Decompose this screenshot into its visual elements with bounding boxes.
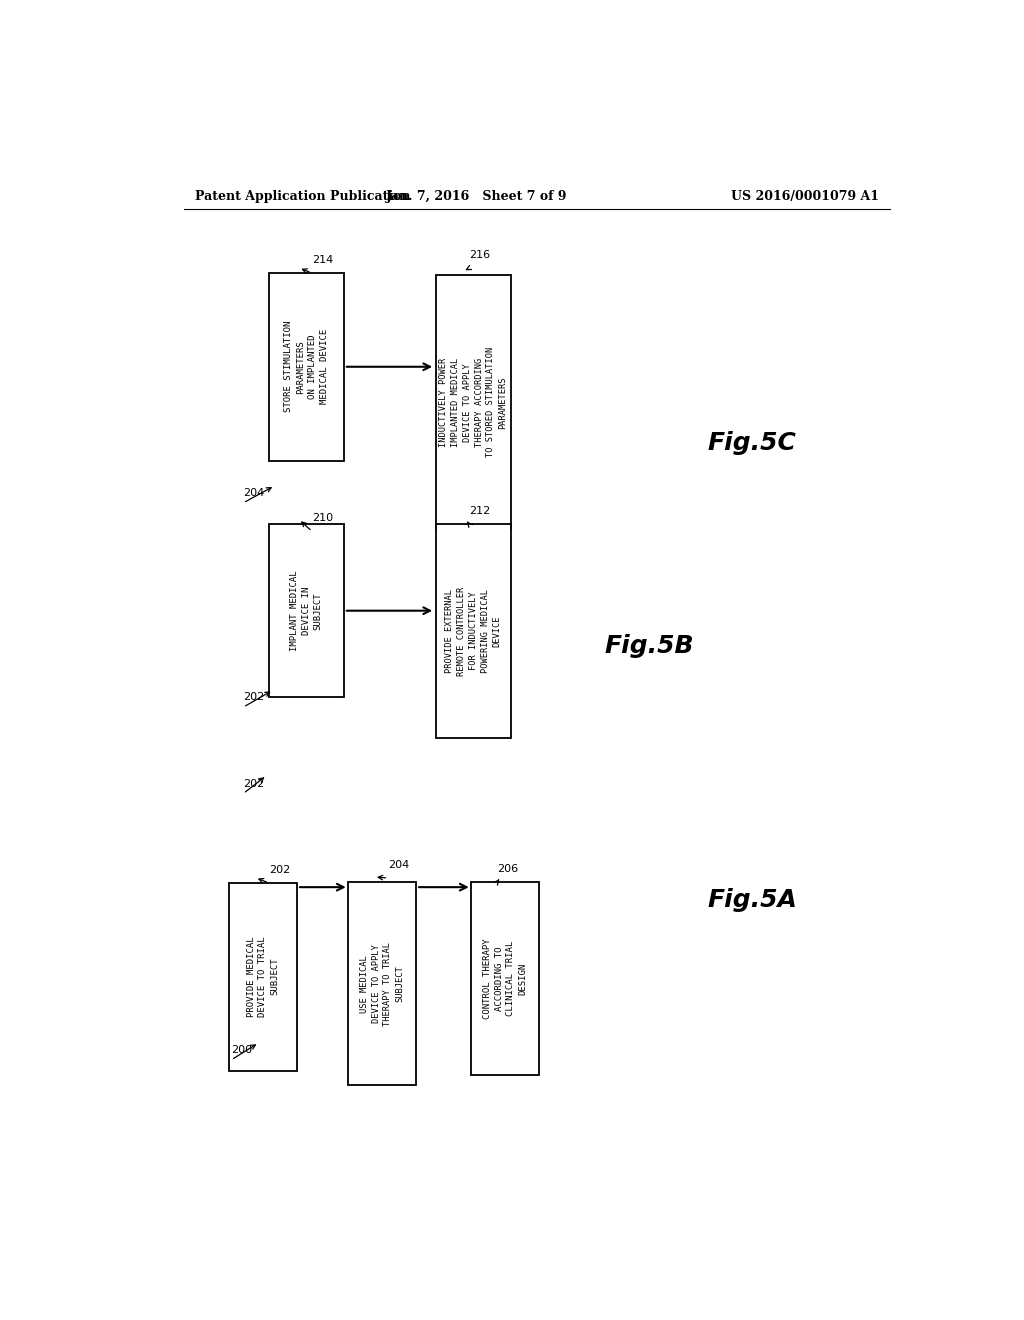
- Text: CONTROL THERAPY
ACCORDING TO
CLINICAL TRIAL
DESIGN: CONTROL THERAPY ACCORDING TO CLINICAL TR…: [482, 939, 527, 1019]
- Text: USE MEDICAL
DEVICE TO APPLY
THERAPY TO TRIAL
SUBJECT: USE MEDICAL DEVICE TO APPLY THERAPY TO T…: [359, 941, 404, 1026]
- Text: US 2016/0001079 A1: US 2016/0001079 A1: [731, 190, 880, 202]
- FancyBboxPatch shape: [269, 524, 344, 697]
- FancyBboxPatch shape: [435, 524, 511, 738]
- Text: 206: 206: [497, 865, 518, 874]
- Text: 204: 204: [243, 488, 264, 498]
- Text: 202: 202: [269, 865, 291, 875]
- Text: 216: 216: [469, 249, 490, 260]
- Text: Fig.5C: Fig.5C: [708, 432, 797, 455]
- FancyBboxPatch shape: [348, 882, 416, 1085]
- FancyBboxPatch shape: [269, 273, 344, 461]
- Text: PROVIDE EXTERNAL
REMOTE CONTROLLER
FOR INDUCTIVELY
POWERING MEDICAL
DEVICE: PROVIDE EXTERNAL REMOTE CONTROLLER FOR I…: [445, 586, 502, 676]
- Text: STORE STIMULATION
PARAMETERS
ON IMPLANTED
MEDICAL DEVICE: STORE STIMULATION PARAMETERS ON IMPLANTE…: [285, 321, 329, 412]
- Text: Fig.5B: Fig.5B: [604, 635, 693, 659]
- Text: INDUCTIVELY POWER
IMPLANTED MEDICAL
DEVICE TO APPLY
THERAPY ACCORDING
TO STORED : INDUCTIVELY POWER IMPLANTED MEDICAL DEVI…: [439, 347, 507, 458]
- Text: 202: 202: [243, 779, 264, 788]
- Text: 204: 204: [388, 859, 410, 870]
- Text: 214: 214: [312, 255, 334, 265]
- FancyBboxPatch shape: [229, 883, 297, 1071]
- Text: Jan. 7, 2016   Sheet 7 of 9: Jan. 7, 2016 Sheet 7 of 9: [386, 190, 568, 202]
- Text: Fig.5A: Fig.5A: [708, 888, 798, 912]
- FancyBboxPatch shape: [471, 882, 539, 1076]
- Text: 212: 212: [469, 506, 490, 516]
- Text: IMPLANT MEDICAL
DEVICE IN
SUBJECT: IMPLANT MEDICAL DEVICE IN SUBJECT: [290, 570, 323, 651]
- Text: Patent Application Publication: Patent Application Publication: [196, 190, 411, 202]
- Text: 210: 210: [312, 513, 333, 523]
- Text: PROVIDE MEDICAL
DEVICE TO TRIAL
SUBJECT: PROVIDE MEDICAL DEVICE TO TRIAL SUBJECT: [247, 936, 280, 1016]
- Text: 200: 200: [231, 1045, 252, 1055]
- Text: 202: 202: [243, 692, 264, 702]
- FancyBboxPatch shape: [435, 276, 511, 529]
